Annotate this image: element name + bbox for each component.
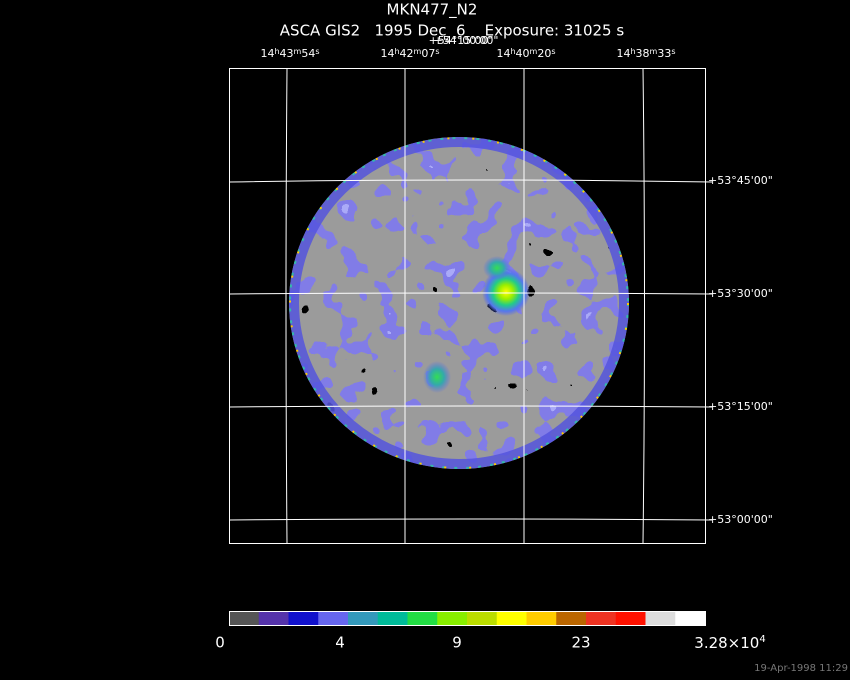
grid-line: [642, 67, 645, 544]
subtitle: ASCA GIS2 1995 Dec 6 Exposure: 31025 s: [280, 22, 625, 40]
grid-line: [228, 292, 713, 295]
ra-unit: s: [671, 47, 675, 56]
colorbar-label: 9: [452, 634, 462, 652]
colorbar-label: 4: [335, 634, 345, 652]
grid-line: [228, 179, 713, 183]
grid-line: [228, 405, 713, 408]
ra-unit: m: [294, 47, 302, 56]
colorbar-label: 0: [215, 634, 225, 652]
colorbar-swatch: [615, 612, 646, 625]
colorbar-swatch: [675, 612, 706, 625]
ra-unit: m: [650, 47, 658, 56]
ra-unit: m: [530, 47, 538, 56]
colorbar-swatch: [645, 612, 676, 625]
colorbar-swatch: [258, 612, 289, 625]
top-dec-label: +54°00'00": [434, 34, 499, 47]
ra-value: 54: [301, 47, 315, 60]
ra-unit: s: [315, 47, 319, 56]
ra-value: 38: [636, 47, 650, 60]
dec-label: +53°45'00": [708, 174, 773, 187]
ra-label: 14h42m07s: [380, 47, 439, 60]
grid-line: [228, 518, 713, 521]
colorbar-label-exponent: 4: [759, 634, 765, 645]
colorbar-frame: [229, 611, 706, 626]
dec-label: +53°30'00": [708, 287, 773, 300]
ra-unit: h: [394, 47, 399, 56]
colorbar-swatch: [467, 612, 498, 625]
ra-value: 14: [616, 47, 630, 60]
top-dec-label: +54°15'00": [429, 34, 494, 47]
dec-label: +53°00'00": [708, 513, 773, 526]
ra-label: 14h38m33s: [616, 47, 675, 60]
colorbar-label: 23: [571, 634, 590, 652]
colorbar-label-mantissa: 3.28×10: [694, 634, 759, 652]
colorbar: [229, 611, 706, 626]
colorbar-swatch: [407, 612, 438, 625]
ra-unit: h: [274, 47, 279, 56]
ra-unit: m: [414, 47, 422, 56]
ra-value: 07: [421, 47, 435, 60]
ra-label: 14h40m20s: [496, 47, 555, 60]
colorbar-swatch: [318, 612, 349, 625]
ra-value: 20: [537, 47, 551, 60]
colorbar-swatch: [526, 612, 557, 625]
colorbar-swatch: [348, 612, 379, 625]
ra-unit: s: [435, 47, 439, 56]
ra-value: 33: [657, 47, 671, 60]
ra-value: 14: [496, 47, 510, 60]
sky-image: [289, 137, 629, 469]
colorbar-label: 3.28×104: [694, 634, 765, 652]
ra-label: 14h43m54s: [260, 47, 319, 60]
timestamp: 19-Apr-1998 11:29: [754, 663, 848, 674]
ra-unit: h: [630, 47, 635, 56]
colorbar-swatch: [377, 612, 408, 625]
ra-value: 14: [380, 47, 394, 60]
ra-unit: s: [551, 47, 555, 56]
ra-value: 40: [516, 47, 530, 60]
ra-value: 14: [260, 47, 274, 60]
plot-frame: [229, 68, 706, 544]
ra-unit: h: [510, 47, 515, 56]
colorbar-swatch: [586, 612, 617, 625]
grid-line: [285, 67, 288, 544]
colorbar-swatch: [496, 612, 527, 625]
title: MKN477_N2: [387, 1, 478, 20]
colorbar-swatch: [288, 612, 319, 625]
colorbar-swatch: [437, 612, 468, 625]
colorbar-swatch: [556, 612, 587, 625]
dec-label: +53°15'00": [708, 400, 773, 413]
ra-value: 43: [280, 47, 294, 60]
ra-value: 42: [400, 47, 414, 60]
colorbar-swatch: [229, 612, 260, 625]
